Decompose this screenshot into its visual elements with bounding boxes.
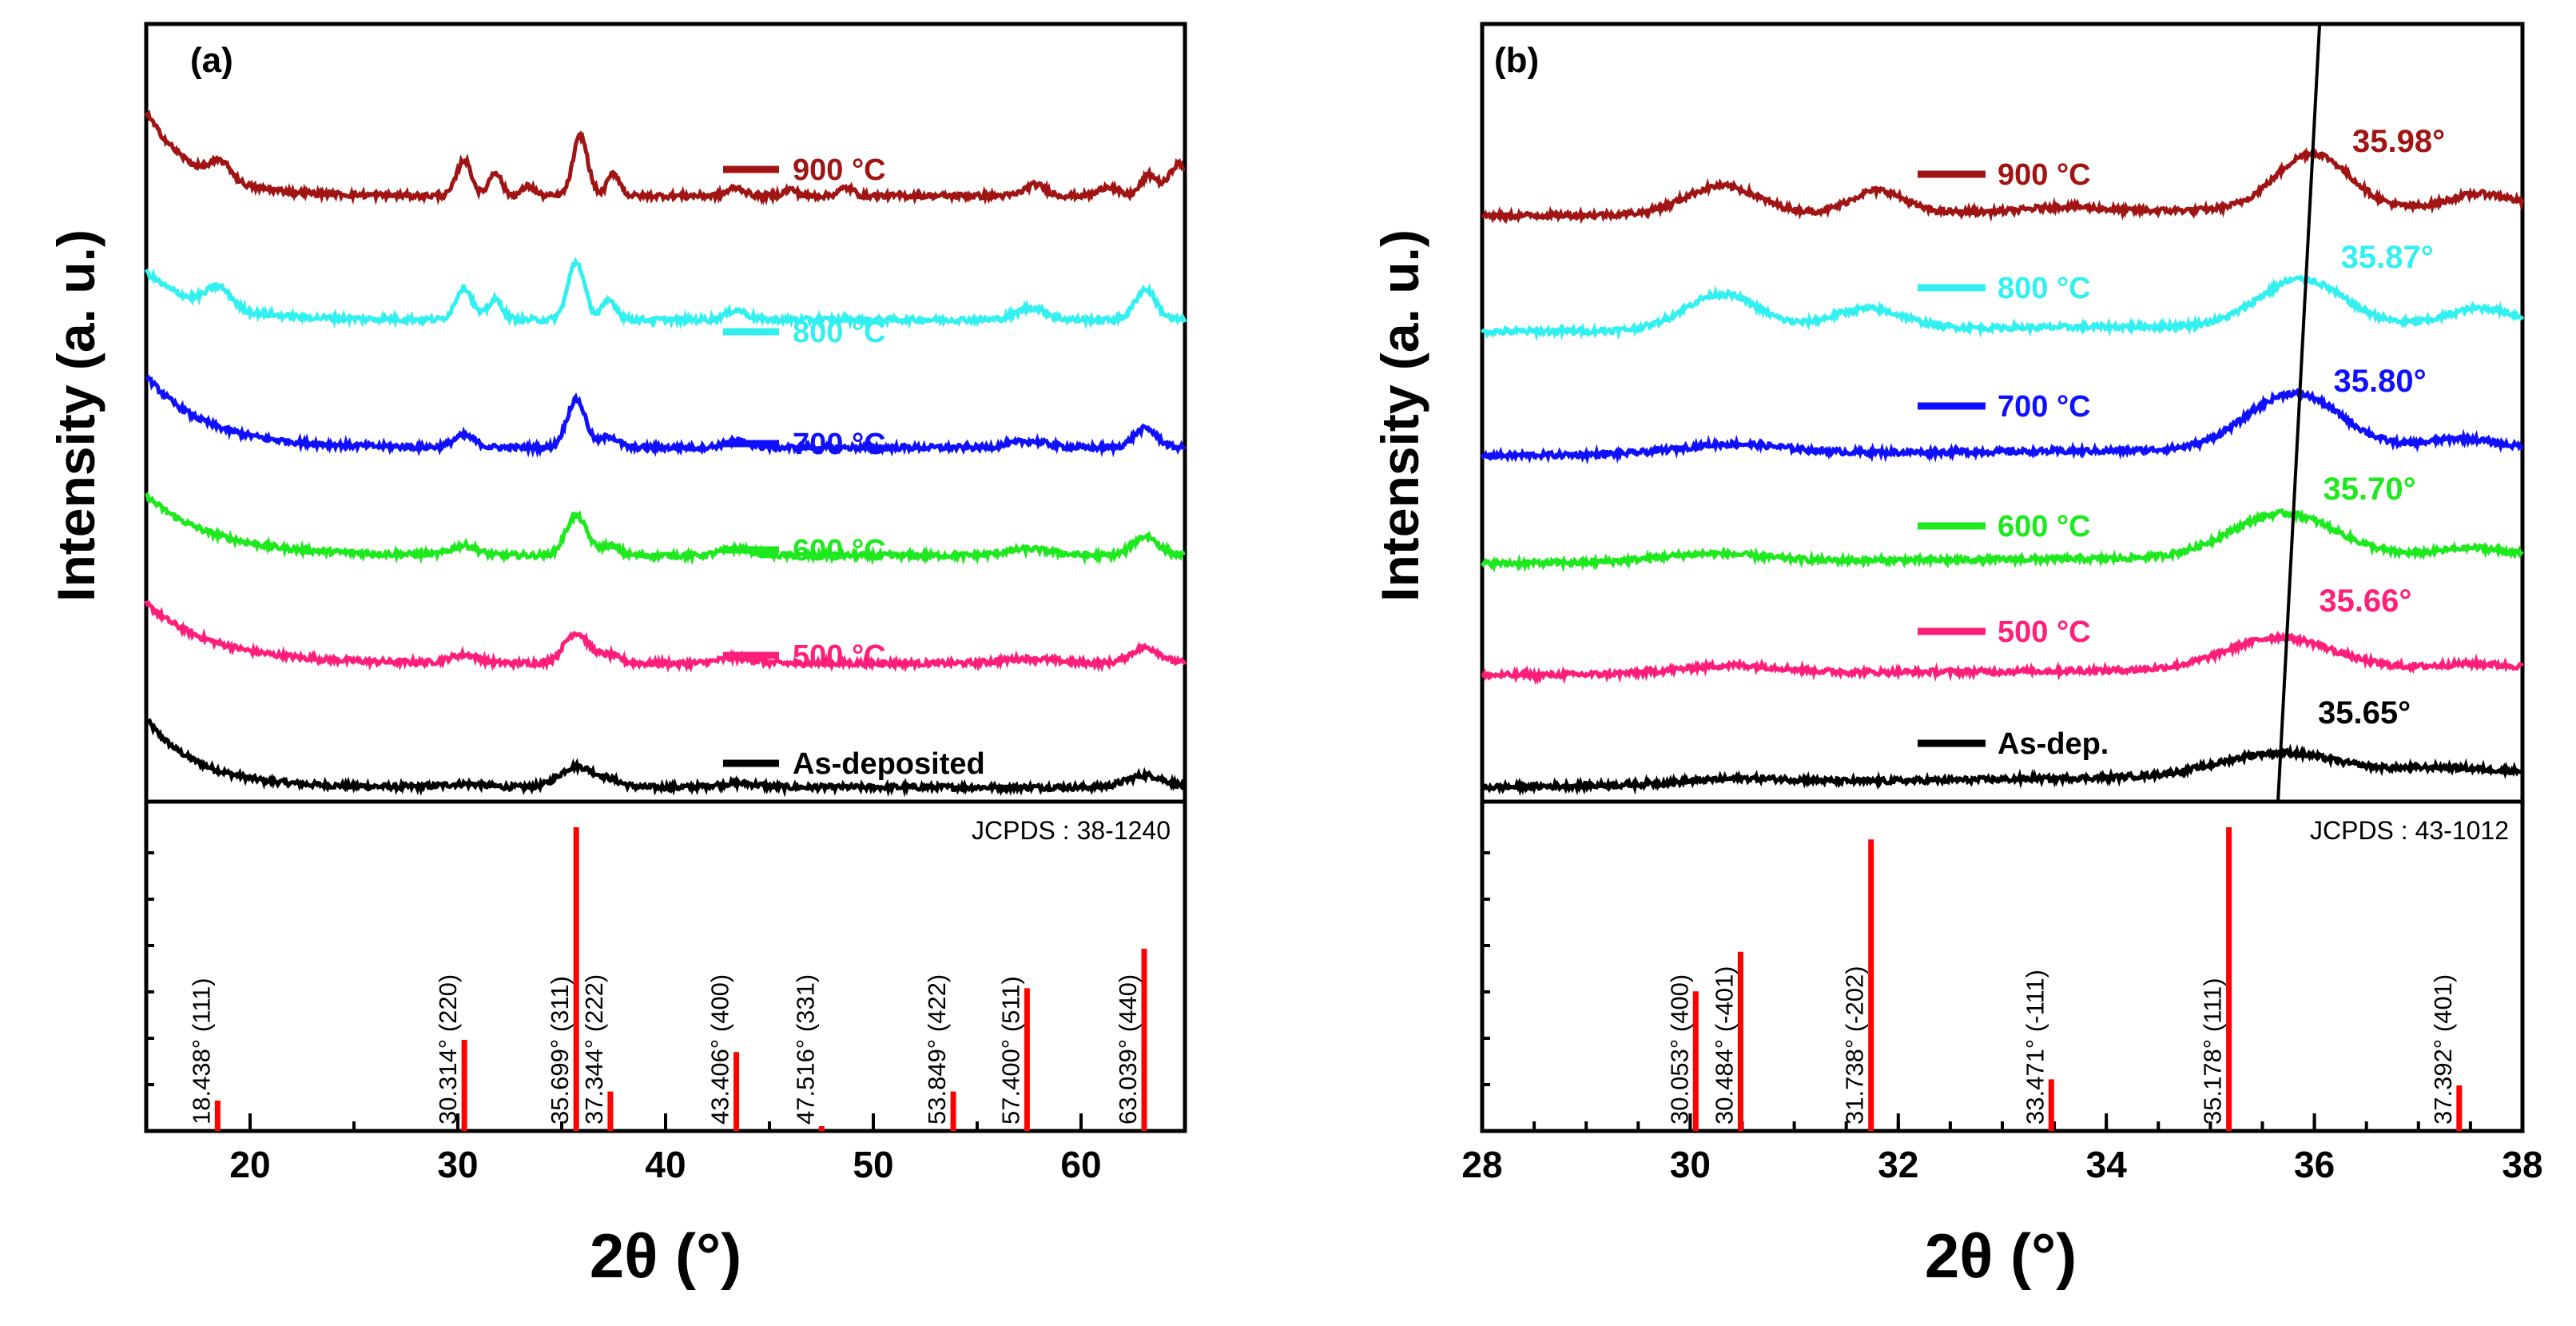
reference-label: 35.699° (311) <box>546 976 574 1125</box>
x-tick-label: 32 <box>1878 1144 1918 1185</box>
panel-a-ylabel: Intensity (a. u.) <box>46 229 105 602</box>
reference-label: 35.178° (111) <box>2199 978 2227 1125</box>
x-tick-label: 30 <box>437 1144 478 1185</box>
panel-a: (a) Intensity (a. u.) 2θ (°) 20 30 40 50 60 … <box>46 22 1187 1291</box>
panel-a-label: (a) <box>190 41 233 80</box>
x-tick-label: 50 <box>853 1144 893 1185</box>
panel-b-xlabel-text: 2θ (°) <box>1925 1220 2077 1291</box>
reference-label: 30.314° (220) <box>434 974 462 1125</box>
reference-label: 53.849° (422) <box>923 974 951 1125</box>
legend-label: As-deposited <box>793 747 985 781</box>
legend-label: 800 °C <box>1998 272 2091 305</box>
reference-label: 37.392° (401) <box>2429 974 2457 1125</box>
legend-label: 900 °C <box>793 153 886 187</box>
legend-label: 600 °C <box>1998 510 2091 544</box>
series-line-800-c <box>1481 274 2525 341</box>
x-tick-label: 34 <box>2086 1144 2128 1185</box>
peak-position-label: 35.98° <box>2352 124 2445 159</box>
legend-label: 500 °C <box>1998 615 2091 649</box>
reference-label: 18.438° (111) <box>187 978 215 1125</box>
reference-label: 47.516° (331) <box>791 974 819 1125</box>
reference-label: 30.484° (-401) <box>1710 966 1738 1125</box>
reference-label: 57.400° (511) <box>996 976 1024 1125</box>
panel-b-ref-frame <box>1480 799 2525 1133</box>
panel-b-series-group: As-dep. 35.65° 500 °C 35.66° 600 °C 35.70° 700… <box>1480 124 2525 797</box>
panel-a-jcpds-label: JCPDS : 38-1240 <box>972 816 1171 845</box>
legend-label: 800 °C <box>793 316 886 349</box>
series-line-as-deposited <box>144 718 1187 798</box>
panel-b-jcpds-label: JCPDS : 43-1012 <box>2310 816 2509 845</box>
peak-position-label: 35.66° <box>2319 583 2411 619</box>
series-line-600-c <box>1481 508 2524 573</box>
series-line-600-c <box>145 492 1186 566</box>
series-line-500-c <box>144 599 1187 673</box>
series-line-900-c <box>1481 146 2525 225</box>
x-tick-label: 60 <box>1060 1144 1101 1185</box>
x-tick-label: 30 <box>1670 1144 1711 1185</box>
x-tick-label: 28 <box>1461 1144 1502 1185</box>
series-line-500-c <box>1481 629 2524 686</box>
reference-label: 30.053° (400) <box>1665 974 1693 1125</box>
series-line-800-c <box>144 257 1187 330</box>
panel-a-series-group: As-deposited 500 °C 600 °C 700 °C 800 °C 900 … <box>144 110 1187 798</box>
panel-b-peak-shift-line <box>2276 23 2322 802</box>
series-line-700-c <box>1480 388 2524 465</box>
legend-label: 600 °C <box>793 534 886 567</box>
panel-a-xlabel: 2θ (°) <box>590 1220 741 1291</box>
peak-position-label: 35.87° <box>2341 240 2434 275</box>
reference-label: 63.039° (440) <box>1114 974 1142 1125</box>
peak-position-label: 35.70° <box>2324 472 2416 507</box>
series-line-700-c <box>145 374 1187 459</box>
legend-label: 500 °C <box>793 639 886 673</box>
panel-a-x-ticks: 20 30 40 50 60 <box>145 851 1187 1185</box>
legend-label: 900 °C <box>1998 158 2091 192</box>
panel-b-x-ticks: 28 30 32 34 36 38 <box>1461 851 2543 1185</box>
x-tick-label: 36 <box>2294 1144 2335 1185</box>
series-line-as-dep- <box>1480 743 2525 797</box>
panel-a-reference-group: 18.438° (111) 30.314° (220) 35.699° (311) 3… <box>187 827 1147 1131</box>
panel-b: (b) Intensity (a. u.) 2θ (°) 28 30 32 34 36 3… <box>1370 22 2543 1291</box>
legend-label: 700 °C <box>1998 390 2091 424</box>
peak-position-label: 35.65° <box>2318 695 2411 731</box>
series-line-900-c <box>144 110 1186 206</box>
panel-a-xlabel-text: 2θ (°) <box>590 1220 741 1291</box>
legend-label: As-dep. <box>1998 727 2109 761</box>
x-tick-label: 38 <box>2502 1144 2542 1185</box>
peak-position-label: 35.80° <box>2334 364 2427 399</box>
legend-label: 700 °C <box>793 428 886 461</box>
reference-label: 33.471° (-111) <box>2021 970 2049 1125</box>
panel-a-main-frame <box>144 22 1187 804</box>
x-tick-label: 40 <box>645 1144 686 1185</box>
reference-label: 31.738° (-202) <box>1841 966 1869 1125</box>
panel-b-label: (b) <box>1494 41 1539 80</box>
panel-b-reference-group: 30.053° (400) 30.484° (-401) 31.738° (-202… <box>1665 827 2463 1131</box>
x-tick-label: 20 <box>229 1144 270 1185</box>
reference-label: 43.406° (400) <box>706 974 734 1125</box>
reference-label: 37.344° (222) <box>580 974 608 1125</box>
panel-b-ylabel: Intensity (a. u.) <box>1370 229 1429 602</box>
